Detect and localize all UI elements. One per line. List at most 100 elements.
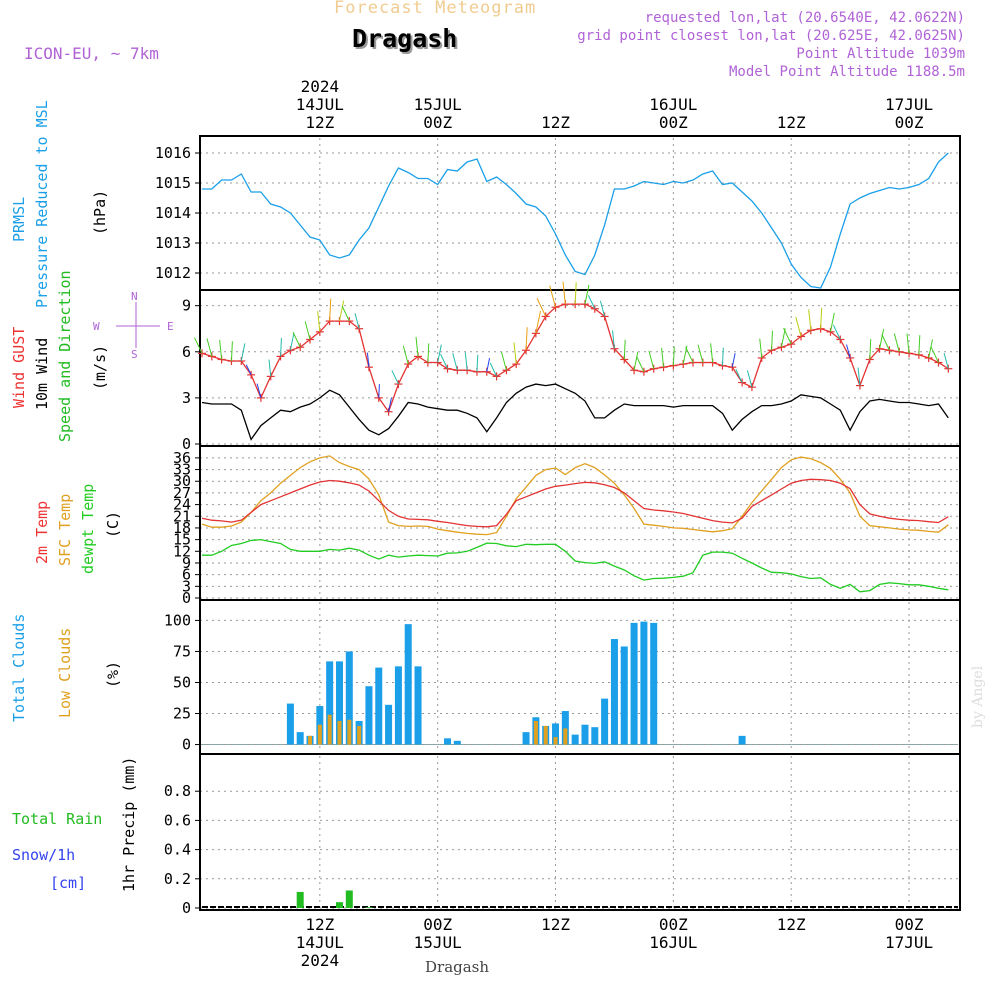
y-tick-label: 24 [173, 496, 191, 514]
y-tick-label: 9 [182, 554, 191, 572]
temp-label-unit: (C) [104, 510, 122, 538]
y-tick-label: 33 [173, 461, 191, 479]
pressure-label-prmsl: PRMSL [10, 196, 28, 242]
wind-label-gust: Wind GUST [10, 326, 28, 408]
wind-direction-arrow [710, 343, 714, 363]
total-cloud-bar [522, 732, 530, 745]
time-label-top: 2024 [301, 77, 340, 96]
point-altitude: Point Altitude 1039m [796, 46, 965, 62]
y-tick-label: 25 [173, 705, 191, 723]
wind-direction-arrow [829, 312, 835, 332]
total-cloud-bar [404, 624, 412, 745]
wind-direction-arrow [464, 352, 468, 371]
time-label-top: 17JUL [885, 95, 933, 114]
compass-e: E [167, 320, 174, 333]
total-cloud-bar [286, 703, 294, 745]
location-title: Dragash [352, 24, 458, 53]
compass-n: N [131, 290, 138, 303]
time-label-bottom: 00Z [423, 915, 452, 934]
model-altitude: Model Point Altitude 1188.5m [728, 64, 965, 80]
y-tick-label: 0 [182, 589, 191, 607]
wind-direction-arrow [930, 346, 939, 363]
wind-direction-arrow [292, 331, 301, 348]
total-cloud-bar [738, 735, 746, 745]
y-tick-label: 21 [173, 507, 191, 525]
total-cloud-bar [571, 734, 579, 745]
wind-direction-arrow [587, 295, 596, 309]
wind-direction-arrow [268, 359, 272, 377]
total-cloud-bar [335, 661, 343, 745]
total-cloud-bar [444, 738, 451, 745]
wind-direction-arrow [636, 356, 645, 372]
wind-direction-arrow [391, 370, 399, 385]
temp-label-sfc: SFC Temp [56, 493, 74, 566]
time-label-top: 12Z [541, 113, 570, 132]
wind-gust-line [201, 303, 949, 414]
pressure-label-msl: Pressure Reduced to MSL [33, 100, 51, 308]
y-tick-label: 50 [173, 673, 191, 691]
total-cloud-bar [345, 651, 353, 745]
wind-direction-arrow [879, 329, 885, 349]
total-cloud-bar [453, 740, 461, 745]
time-label-bottom: 12Z [777, 915, 806, 934]
footer-location: Dragash [425, 958, 490, 976]
wind-direction-arrow [536, 297, 547, 317]
low-cloud-bar [317, 724, 322, 745]
total-cloud-bar [581, 724, 589, 745]
rain-bar [365, 907, 373, 908]
total-cloud-bar [365, 686, 373, 745]
y-tick-label: 3 [182, 577, 191, 595]
time-label-top: 00Z [423, 113, 452, 132]
clouds-label-unit: (%) [104, 660, 122, 688]
rain-bar [345, 890, 353, 908]
time-label-bottom: 12Z [305, 915, 334, 934]
y-tick-label: 100 [164, 611, 191, 629]
panel-frame [199, 753, 961, 911]
wind-direction-arrow [437, 344, 442, 363]
precip-label-rain: Total Rain [12, 810, 103, 828]
time-label-bottom: 17JUL [885, 933, 933, 952]
time-label-bottom: 2024 [301, 951, 340, 970]
y-tick-label: 36 [173, 449, 191, 467]
requested-coords: requested lon,lat (20.6540E, 42.0622N) [644, 10, 965, 26]
time-label-top: 14JUL [296, 95, 344, 114]
wind-direction-arrow [486, 358, 491, 372]
temp-2m-line [201, 478, 949, 528]
wind-direction-arrow [648, 350, 655, 369]
top-title: Forecast Meteogram [334, 0, 537, 18]
time-label-top: 00Z [659, 113, 688, 132]
y-tick-label: 0 [182, 899, 191, 917]
low-cloud-bar [337, 720, 342, 745]
wind-direction-arrow [795, 316, 802, 337]
wind-direction-arrow [685, 347, 694, 363]
time-label-top: 16JUL [649, 95, 697, 114]
wind-direction-arrow [317, 311, 321, 332]
low-cloud-bar [563, 728, 568, 745]
total-cloud-bar [630, 622, 638, 745]
wind-direction-arrow [427, 343, 430, 363]
wind-direction-arrow [721, 347, 724, 366]
y-tick-label: 15 [173, 531, 191, 549]
time-label-bottom: 14JUL [296, 933, 344, 952]
wind-direction-arrow [832, 324, 841, 340]
wind-direction-arrow [366, 352, 370, 368]
wind-direction-arrow [771, 330, 773, 351]
temp-label-2m: 2m Temp [33, 500, 51, 564]
time-label-bottom: 15JUL [414, 933, 462, 952]
wind-direction-arrow [194, 337, 203, 354]
time-label-top: 15JUL [414, 95, 462, 114]
pressure-label-unit: (hPa) [91, 189, 109, 235]
wind-direction-arrow [759, 338, 763, 358]
low-cloud-bar [308, 735, 313, 745]
wind-direction-arrow [525, 327, 528, 351]
y-tick-label: 0.4 [164, 841, 191, 859]
y-tick-label: 27 [173, 484, 191, 502]
low-cloud-bar [327, 714, 332, 745]
wind-direction-arrow [219, 339, 223, 360]
clouds-label-total: Total Clouds [10, 613, 28, 722]
time-label-bottom: 16JUL [649, 933, 697, 952]
total-cloud-bar [552, 723, 560, 745]
y-tick-label: 0.8 [164, 782, 191, 800]
pressure-line [202, 152, 949, 289]
